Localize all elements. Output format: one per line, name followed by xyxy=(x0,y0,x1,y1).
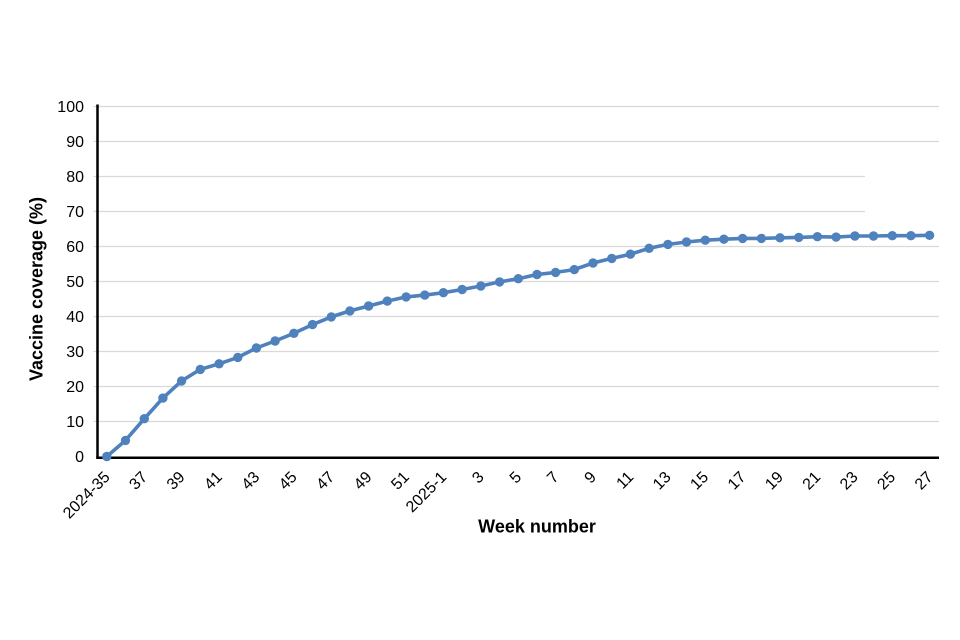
x-tick-label: 5 xyxy=(507,469,525,487)
data-point xyxy=(382,296,392,306)
x-tick-label: 45 xyxy=(276,469,301,494)
data-point xyxy=(663,239,673,250)
data-point xyxy=(401,292,411,302)
data-point xyxy=(569,264,579,275)
data-point xyxy=(737,233,748,244)
data-point xyxy=(139,414,149,424)
y-tick-label: 30 xyxy=(66,344,84,361)
data-point xyxy=(457,284,467,295)
x-tick-label: 21 xyxy=(800,469,825,494)
x-tick-label: 25 xyxy=(874,469,899,494)
data-point xyxy=(607,253,617,264)
data-point xyxy=(176,376,187,386)
data-point xyxy=(588,258,598,268)
data-point xyxy=(476,281,486,291)
data-point xyxy=(924,230,935,240)
coverage-line xyxy=(105,233,932,459)
x-tick-label: 49 xyxy=(351,469,376,494)
y-tick-label: 50 xyxy=(66,274,84,291)
x-tick-label: 23 xyxy=(837,469,862,494)
data-point xyxy=(438,288,449,298)
data-point xyxy=(906,231,916,241)
y-tick-label: 80 xyxy=(66,169,84,186)
data-point xyxy=(363,301,374,311)
data-point xyxy=(700,235,710,245)
data-point xyxy=(513,274,523,284)
y-tick-label: 20 xyxy=(66,379,84,396)
data-point xyxy=(850,231,860,241)
data-point xyxy=(120,435,131,446)
data-point xyxy=(868,231,879,241)
data-point xyxy=(214,359,224,369)
y-tick-label: 60 xyxy=(66,239,84,256)
data-point xyxy=(158,393,168,403)
data-point xyxy=(289,328,299,338)
x-tick-label: 9 xyxy=(582,469,600,487)
x-tick-label: 27 xyxy=(912,469,937,494)
x-tick-label: 2024-35 xyxy=(60,469,114,523)
y-tick-label: 10 xyxy=(66,414,84,431)
data-point xyxy=(644,243,654,253)
x-tick-label: 17 xyxy=(725,469,750,494)
y-axis-title: Vaccine coverage (%) xyxy=(26,196,47,382)
data-point xyxy=(831,232,841,242)
y-tick-label: 0 xyxy=(75,449,84,466)
y-tick-label: 90 xyxy=(66,134,84,151)
data-point xyxy=(550,267,561,278)
data-point xyxy=(681,237,692,247)
x-tick-label: 3 xyxy=(469,469,487,487)
x-tick-label: 39 xyxy=(164,469,189,494)
data-point xyxy=(756,233,767,244)
y-tick-label: 100 xyxy=(57,99,84,116)
x-tick-label: 2025-1 xyxy=(403,469,450,516)
data-point xyxy=(307,319,318,330)
data-point xyxy=(270,336,280,346)
x-tick-label: 13 xyxy=(650,469,675,494)
x-tick-label: 43 xyxy=(239,469,264,494)
data-point xyxy=(102,451,112,462)
data-point xyxy=(494,277,505,287)
x-tick-label: 15 xyxy=(687,469,712,494)
x-tick-label: 7 xyxy=(544,469,562,487)
data-point xyxy=(326,312,336,322)
data-point xyxy=(812,232,823,242)
data-point xyxy=(420,290,430,300)
data-point xyxy=(233,352,243,363)
x-tick-label: 19 xyxy=(762,469,787,494)
x-tick-label: 37 xyxy=(126,469,151,494)
x-tick-label: 11 xyxy=(614,469,638,493)
y-tick-label: 40 xyxy=(66,309,84,326)
data-point xyxy=(794,232,804,243)
x-tick-label: 41 xyxy=(201,469,226,494)
x-tick-label: 51 xyxy=(388,469,413,494)
data-point xyxy=(345,306,355,316)
data-point xyxy=(195,364,205,375)
x-tick-label: 47 xyxy=(313,469,338,494)
data-point xyxy=(625,249,636,259)
data-point xyxy=(532,269,542,280)
x-axis-title: Week number xyxy=(478,516,596,537)
data-point xyxy=(887,231,897,241)
data-point xyxy=(719,234,729,244)
data-point xyxy=(251,343,262,353)
y-tick-label: 70 xyxy=(66,204,84,221)
data-point xyxy=(775,233,785,243)
